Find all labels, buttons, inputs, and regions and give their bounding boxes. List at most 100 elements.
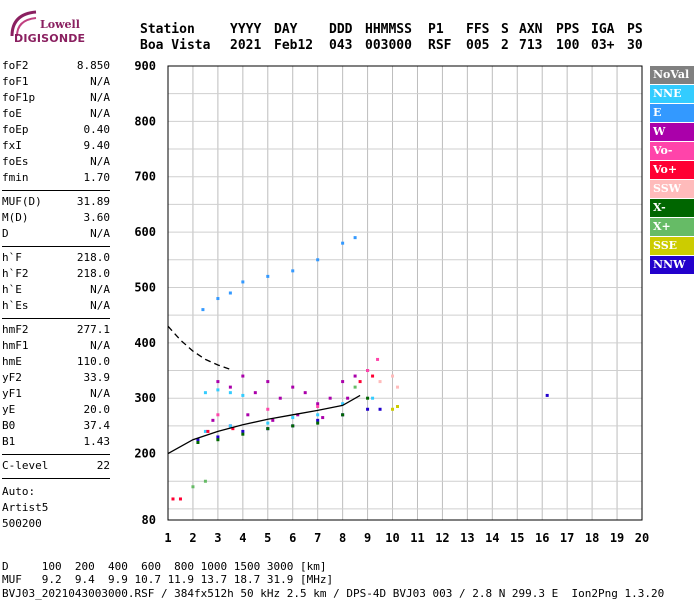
param-value: N/A <box>90 107 110 120</box>
param-name: B0 <box>2 419 16 432</box>
legend-item-nnw: NNW <box>650 256 694 274</box>
legend-item-noval: NoVal <box>650 66 694 84</box>
header-value-ffs: 005 <box>466 38 490 53</box>
y-tick-label: 700 <box>134 170 156 184</box>
param-name: foE <box>2 107 22 120</box>
header-value-p1: RSF <box>428 38 452 53</box>
param-value: 33.9 <box>83 371 111 384</box>
footer-muf-row: MUF 9.2 9.4 9.9 10.7 11.9 13.7 18.7 31.9… <box>2 573 334 586</box>
data-point-x- <box>353 385 357 389</box>
param-value: 3.60 <box>83 211 111 224</box>
data-point-e <box>201 308 205 312</box>
param-name: h`F <box>2 251 22 264</box>
data-point-nnw <box>545 393 549 397</box>
legend-label: SSW <box>653 182 681 195</box>
param-value: 31.89 <box>76 195 110 208</box>
data-point-vo- <box>216 413 220 417</box>
legend-item-vo-plus: Vo+ <box>650 161 694 179</box>
data-point-nne <box>316 413 320 417</box>
curve-topside <box>167 325 231 371</box>
data-point-w <box>211 418 215 422</box>
data-point-nne <box>341 402 345 406</box>
data-point-vo- <box>358 380 362 384</box>
legend-label: X- <box>653 201 666 214</box>
curve-profile <box>167 394 361 455</box>
param-row: yE 20.0 <box>2 402 110 418</box>
header-label-station: Station <box>140 22 195 37</box>
param-row: yF1 N/A <box>2 386 110 402</box>
param-divider <box>2 318 110 319</box>
param-name: MUF(D) <box>2 195 42 208</box>
data-point-nne <box>371 396 375 400</box>
param-row: foEs N/A <box>2 154 110 170</box>
param-row: D N/A <box>2 226 110 242</box>
param-name: hmE <box>2 355 22 368</box>
param-value: 110.0 <box>76 355 110 368</box>
param-name: hmF1 <box>2 339 29 352</box>
param-row: fmin 1.70 <box>2 170 110 186</box>
legend-label: X+ <box>653 220 671 233</box>
legend-item-nne: NNE <box>650 85 694 103</box>
data-point-x- <box>341 413 345 417</box>
chart-axes: 1 2 3 4 5 6 7 8 9 10 11 12 13 14 15 16 17 18 19 20802003004… <box>134 59 649 545</box>
header-value-day: Feb12 <box>274 38 314 53</box>
param-value: N/A <box>90 155 110 168</box>
legend-item-x-minus: X- <box>650 199 694 217</box>
param-row: h`F 218.0 <box>2 250 110 266</box>
x-tick-label: 1 <box>164 531 171 545</box>
data-point-w <box>346 396 350 400</box>
param-value: 20.0 <box>83 403 111 416</box>
legend-item-sse: SSE <box>650 237 694 255</box>
data-point-nne <box>203 429 207 433</box>
header-label-p1: P1 <box>428 22 444 37</box>
param-value: N/A <box>90 283 110 296</box>
x-tick-label: 20 <box>635 531 649 545</box>
x-tick-label: 10 <box>385 531 399 545</box>
data-point-w <box>321 416 325 420</box>
header-label-year: YYYY <box>230 22 262 37</box>
param-name: yF2 <box>2 371 22 384</box>
header-value-hhmmss: 003000 <box>365 38 412 53</box>
param-name: foEp <box>2 123 29 136</box>
data-point-w <box>216 380 220 384</box>
param-value: 218.0 <box>76 251 110 264</box>
x-tick-label: 14 <box>485 531 499 545</box>
data-point-x- <box>316 421 320 425</box>
legend-item-x-plus: X+ <box>650 218 694 236</box>
param-value: 9.40 <box>83 139 111 152</box>
param-row: hmF2 277.1 <box>2 322 110 338</box>
legend-item-w: W <box>650 123 694 141</box>
legend-label: Vo- <box>653 144 673 157</box>
param-name: yE <box>2 403 16 416</box>
param-row: h`E N/A <box>2 282 110 298</box>
y-tick-label: 80 <box>142 513 156 527</box>
header-value-ps: 30 <box>627 38 643 53</box>
data-point-x- <box>203 479 207 483</box>
header-label-day: DAY <box>274 22 298 37</box>
param-name: foF2 <box>2 59 29 72</box>
param-value: 22 <box>96 459 110 472</box>
param-row: B0 37.4 <box>2 418 110 434</box>
data-point-nne <box>228 391 232 395</box>
param-row: fxI 9.40 <box>2 138 110 154</box>
y-tick-label: 400 <box>134 336 156 350</box>
y-tick-label: 900 <box>134 59 156 73</box>
data-point-nne <box>291 416 295 420</box>
y-tick-label: 200 <box>134 447 156 461</box>
x-tick-label: 18 <box>585 531 599 545</box>
data-point-w <box>228 385 232 389</box>
data-point-vo- <box>178 497 182 501</box>
param-value: N/A <box>90 227 110 240</box>
data-point-w <box>271 418 275 422</box>
chart-points <box>171 236 549 501</box>
param-row: yF2 33.9 <box>2 370 110 386</box>
data-point-x- <box>191 485 195 489</box>
x-tick-label: 16 <box>535 531 549 545</box>
header-label-ps: PS <box>627 22 643 37</box>
logo-lowell: Lowell <box>40 18 80 31</box>
x-tick-label: 19 <box>610 531 624 545</box>
param-value: N/A <box>90 339 110 352</box>
data-point-sse <box>396 405 400 408</box>
header-label-hhmmss: HHMMSS <box>365 22 412 37</box>
legend-label: Vo+ <box>653 163 678 176</box>
